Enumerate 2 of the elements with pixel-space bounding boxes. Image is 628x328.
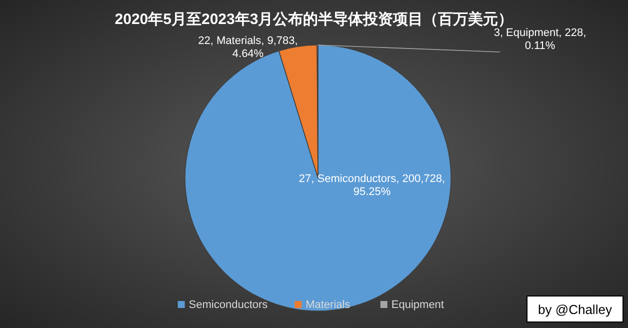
title: 2020年5月至2023年3月公布的半导体投资项目（百万美元） — [114, 11, 514, 28]
annotation: by @Challey — [538, 302, 612, 317]
